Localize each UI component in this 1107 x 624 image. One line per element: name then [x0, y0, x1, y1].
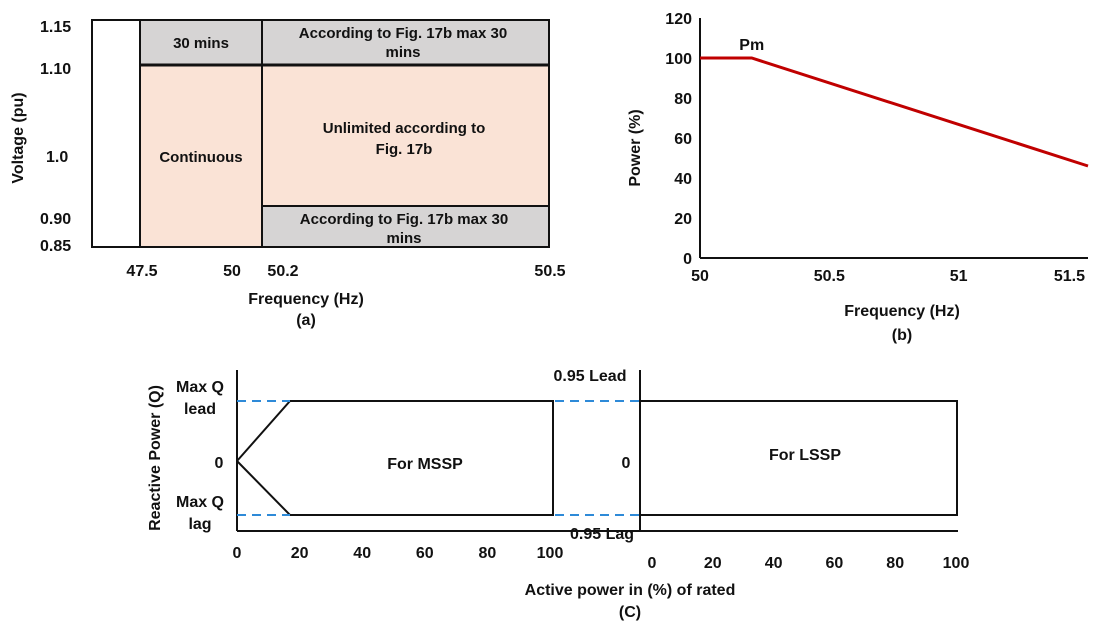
zone-unlimited-label-1: Unlimited according to — [323, 120, 486, 137]
x-tick-c-right-60: 60 — [826, 555, 844, 572]
x-tick-c-left-80: 80 — [479, 545, 497, 562]
panel-a: 30 mins According to Fig. 17b max 30 min… — [10, 19, 566, 329]
lssp-label: For LSSP — [769, 447, 841, 464]
y-tick-b-80: 80 — [674, 91, 692, 108]
max-q-lead-label-2: lead — [184, 401, 216, 418]
zero-label-left: 0 — [215, 455, 224, 472]
y-tick-b-60: 60 — [674, 131, 692, 148]
x-tick-b-51.5: 51.5 — [1054, 268, 1085, 285]
caption-c: (C) — [619, 604, 641, 621]
x-axis-label-c: Active power in (%) of rated — [525, 582, 736, 599]
lssp-boundary — [639, 400, 958, 516]
max-q-lead-label-1: Max Q — [176, 379, 224, 396]
y-tick-a-1.10: 1.10 — [40, 61, 71, 78]
pm-annotation: Pm — [739, 37, 764, 54]
x-tick-c-right-40: 40 — [765, 555, 783, 572]
y-tick-b-20: 20 — [674, 211, 692, 228]
x-tick-c-right-20: 20 — [704, 555, 722, 572]
y-tick-b-0: 0 — [683, 251, 692, 268]
power-curve-line — [700, 56, 1089, 168]
y-ticks-b: 0 20 40 60 80 100 120 — [665, 11, 692, 268]
caption-b: (b) — [892, 327, 912, 344]
y-tick-b-120: 120 — [665, 11, 692, 28]
x-tick-b-50.5: 50.5 — [814, 268, 845, 285]
x-tick-c-right-100: 100 — [943, 555, 970, 572]
y-tick-a-0.90: 0.90 — [40, 211, 71, 228]
plot-frame-a — [91, 19, 550, 248]
max-q-lag-label-2: lag — [188, 516, 211, 533]
x-tick-c-left-60: 60 — [416, 545, 434, 562]
lead95-label: 0.95 Lead — [554, 368, 627, 385]
y-tick-a-1.0: 1.0 — [46, 149, 68, 166]
x-tick-c-left-100: 100 — [537, 545, 564, 562]
lag95-label: 0.95 Lag — [570, 526, 634, 543]
x-tick-c-left-20: 20 — [291, 545, 309, 562]
zone-continuous — [140, 65, 262, 247]
x-axis-label-b: Frequency (Hz) — [844, 303, 960, 320]
x-tick-b-51: 51 — [950, 268, 968, 285]
mssp-boundary — [236, 400, 554, 516]
y-axis-label-c: Reactive Power (Q) — [147, 385, 164, 531]
y-tick-b-40: 40 — [674, 171, 692, 188]
zone-continuous-label: Continuous — [159, 149, 242, 166]
zone-top-label-1: According to Fig. 17b max 30 — [299, 25, 507, 42]
x-tick-b-50: 50 — [691, 268, 709, 285]
zone-bottom-label-1: According to Fig. 17b max 30 — [300, 211, 508, 228]
x-tick-c-right-80: 80 — [886, 555, 904, 572]
zone-30-mins — [140, 20, 262, 65]
x-tick-c-left-40: 40 — [353, 545, 371, 562]
zone-30-label: 30 mins — [173, 35, 229, 52]
x-tick-a-50.2: 50.2 — [267, 263, 298, 280]
panel-b: Pm 0 20 40 60 80 100 120 50 50.5 51 51.5 Frequenc… — [627, 11, 1089, 344]
x-ticks-b: 50 50.5 51 51.5 — [691, 268, 1085, 285]
caption-a: (a) — [296, 312, 316, 329]
x-tick-a-50.5: 50.5 — [534, 263, 565, 280]
mssp-label: For MSSP — [387, 456, 463, 473]
x-ticks-c-left: 0 20 40 60 80 100 — [233, 545, 564, 562]
zone-unlimited-label-2: Fig. 17b — [376, 141, 433, 158]
x-tick-c-right-0: 0 — [648, 555, 657, 572]
x-tick-c-left-0: 0 — [233, 545, 242, 562]
y-tick-a-1.15: 1.15 — [40, 19, 71, 36]
y-tick-b-100: 100 — [665, 51, 692, 68]
y-axis-label-a: Voltage (pu) — [10, 92, 27, 183]
zone-top-label-2: mins — [385, 44, 420, 61]
zero-label-right: 0 — [622, 455, 631, 472]
x-tick-a-50: 50 — [223, 263, 241, 280]
x-tick-a-47.5: 47.5 — [126, 263, 157, 280]
panel-c: For MSSP For LSSP Max Q lead 0 Max Q lag… — [147, 368, 969, 621]
max-q-lag-label-1: Max Q — [176, 494, 224, 511]
zone-unlimited — [262, 65, 549, 206]
zone-bottom-right — [262, 206, 549, 247]
zone-bottom-label-2: mins — [386, 230, 421, 247]
x-axis-label-a: Frequency (Hz) — [248, 291, 364, 308]
y-axis-label-b: Power (%) — [627, 109, 644, 186]
zone-top-right — [262, 20, 549, 65]
y-tick-a-0.85: 0.85 — [40, 238, 71, 255]
x-ticks-c-right: 0 20 40 60 80 100 — [648, 555, 970, 572]
